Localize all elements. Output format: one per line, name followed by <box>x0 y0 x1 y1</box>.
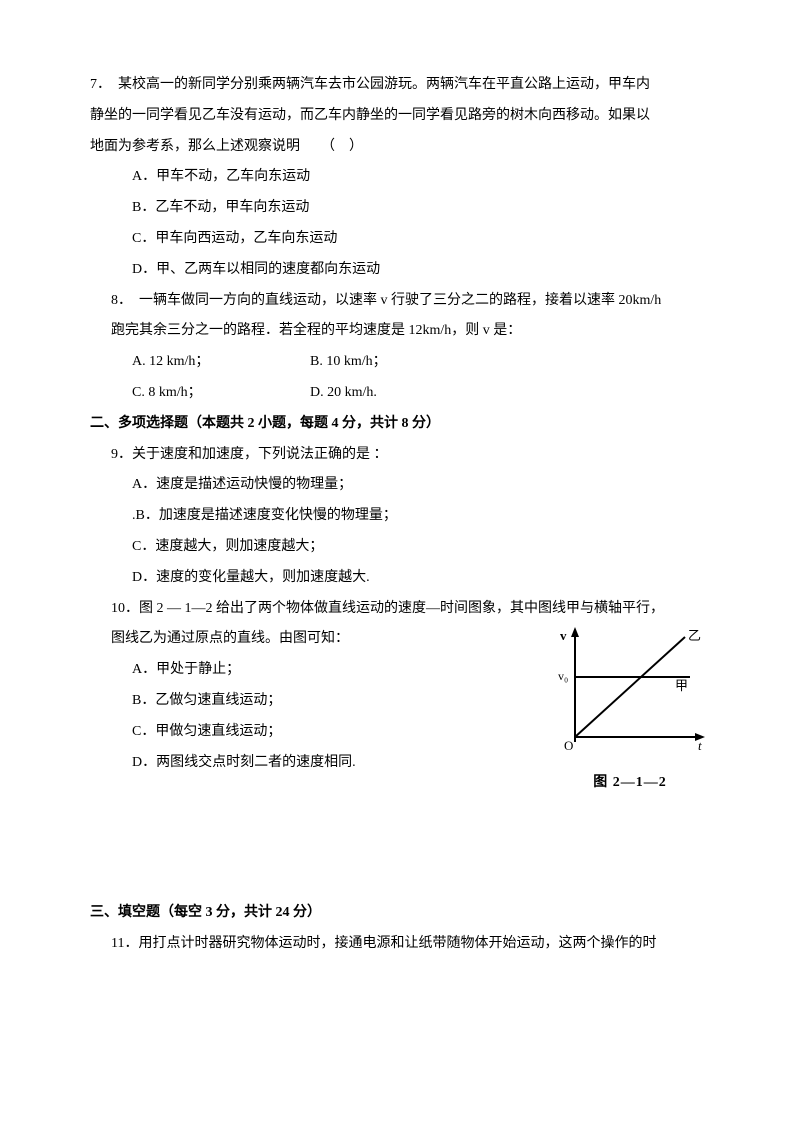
q9-number: 9． <box>111 447 132 462</box>
q9-option-b: .B．加速度是描述速度变化快慢的物理量； <box>90 501 710 532</box>
q8-options-row2: C. 8 km/h； D. 20 km/h. <box>90 378 710 409</box>
q9-stem: 9．关于速度和加速度，下列说法正确的是 ： <box>90 440 710 471</box>
q8-option-d: D. 20 km/h. <box>310 378 510 409</box>
yi-label: 乙 <box>688 628 701 643</box>
q9-option-c: C．速度越大，则加速度越大； <box>90 532 710 563</box>
q8-option-a: A. 12 km/h； <box>90 347 310 378</box>
q7-number: 7． <box>90 77 104 92</box>
q11-stem: 11．用打点计时器研究物体运动时，接通电源和让纸带随物体开始运动，这两个操作的时 <box>90 929 710 960</box>
q8-option-c: C. 8 km/h； <box>90 378 310 409</box>
q10-graph: v v₀ O t 甲 乙 图 2—1—2 <box>540 622 720 812</box>
q7-stem-line2: 静坐的一同学看见乙车没有运动，而乙车内静坐的一同学看见路旁的树木向西移动。如果以 <box>90 101 710 132</box>
y-axis-label: v <box>560 628 567 643</box>
q10-stem-line1: 10．图 2 — 1—2 给出了两个物体做直线运动的速度—时间图象，其中图线甲与… <box>90 594 710 625</box>
q9-option-d: D．速度的变化量越大，则加速度越大. <box>90 563 710 594</box>
q8-number: 8． <box>111 293 125 308</box>
q7-option-c: C．甲车向西运动，乙车向东运动 <box>90 224 710 255</box>
y-axis-arrow <box>571 627 579 637</box>
q8-stem-line1: 8． 一辆车做同一方向的直线运动，以速率 v 行驶了三分之二的路程，接着以速率 … <box>90 286 710 317</box>
jia-label: 甲 <box>675 678 688 693</box>
q8-option-b: B. 10 km/h； <box>310 347 510 378</box>
q7-stem1: 某校高一的新同学分别乘两辆汽车去市公园游玩。两辆汽车在平直公路上运动，甲车内 <box>118 77 650 92</box>
q8-stem1: 一辆车做同一方向的直线运动，以速率 v 行驶了三分之二的路程，接着以速率 20k… <box>139 293 661 308</box>
section2-header: 二、多项选择题（本题共 2 小题，每题 4 分，共计 8 分） <box>90 409 710 440</box>
section3-header: 三、填空题（每空 3 分，共计 24 分） <box>90 898 710 929</box>
q9-option-a: A．速度是描述运动快慢的物理量； <box>90 470 710 501</box>
graph-caption: 图 2—1—2 <box>540 768 720 799</box>
velocity-time-graph-svg: v v₀ O t 甲 乙 <box>550 622 710 762</box>
q7-stem-line1: 7． 某校高一的新同学分别乘两辆汽车去市公园游玩。两辆汽车在平直公路上运动，甲车… <box>90 70 710 101</box>
q7-stem-line3: 地面为参考系，那么上述观察说明 （ ） <box>90 132 710 163</box>
origin-label: O <box>564 738 573 753</box>
q8-stem-line2: 跑完其余三分之一的路程．若全程的平均速度是 12km/h，则 v 是： <box>90 316 710 347</box>
q11-number: 11． <box>111 936 138 951</box>
q11-stem-text: 用打点计时器研究物体运动时，接通电源和让纸带随物体开始运动，这两个操作的时 <box>138 936 656 951</box>
q7-option-a: A．甲车不动，乙车向东运动 <box>90 162 710 193</box>
x-axis-label: t <box>698 738 702 753</box>
q10-number: 10． <box>111 601 139 616</box>
q7-option-b: B．乙车不动，甲车向东运动 <box>90 193 710 224</box>
q10-container: 10．图 2 — 1—2 给出了两个物体做直线运动的速度—时间图象，其中图线甲与… <box>90 594 710 779</box>
q7-option-d: D．甲、乙两车以相同的速度都向东运动 <box>90 255 710 286</box>
q9-stem-text: 关于速度和加速度，下列说法正确的是 ： <box>132 447 388 462</box>
q10-stem1: 图 2 — 1—2 给出了两个物体做直线运动的速度—时间图象，其中图线甲与横轴平… <box>139 601 664 616</box>
line-yi <box>575 637 685 737</box>
v0-label: v₀ <box>558 669 568 683</box>
q8-options-row1: A. 12 km/h； B. 10 km/h； <box>90 347 710 378</box>
